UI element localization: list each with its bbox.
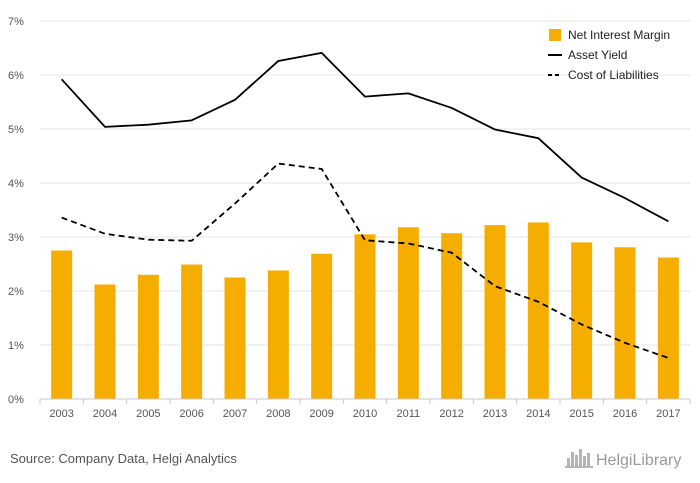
bar <box>94 284 116 399</box>
y-tick-label: 3% <box>8 232 24 244</box>
bar <box>311 253 333 399</box>
legend-label: Asset Yield <box>568 48 627 62</box>
x-tick-label: 2017 <box>656 408 680 420</box>
line-series <box>61 51 669 359</box>
brand-name: HelgiLibrary <box>596 452 681 469</box>
y-tick-label: 5% <box>8 124 24 136</box>
x-tick-label: 2014 <box>526 408 550 420</box>
legend-swatch-bar <box>549 29 561 41</box>
bar <box>137 274 159 399</box>
x-tick-label: 2008 <box>266 408 290 420</box>
bar <box>224 277 246 399</box>
bar <box>181 264 203 399</box>
x-tick-label: 2007 <box>223 408 247 420</box>
source-note: Source: Company Data, Helgi Analytics <box>10 451 237 466</box>
bar <box>354 234 376 399</box>
bar <box>527 222 549 399</box>
bar <box>614 247 636 399</box>
helgi-library-logo: HelgiLibrary <box>565 449 681 469</box>
bar <box>484 225 506 399</box>
bar <box>441 233 463 399</box>
cost-of-liabilities-line <box>61 162 669 359</box>
legend: Net Interest Margin Asset Yield Cost of Li… <box>548 28 670 82</box>
x-tick-label: 2003 <box>49 408 73 420</box>
x-tick-label: 2011 <box>397 408 421 420</box>
y-tick-label: 6% <box>8 70 24 82</box>
y-tick-label: 4% <box>8 178 24 190</box>
bar <box>397 227 419 399</box>
bar <box>571 242 593 399</box>
legend-label: Cost of Liabilities <box>568 68 659 82</box>
x-tick-label: 2005 <box>136 408 160 420</box>
legend-label: Net Interest Margin <box>568 28 670 42</box>
bar <box>51 250 73 399</box>
y-tick-label: 0% <box>8 394 24 406</box>
y-tick-label: 2% <box>8 286 24 298</box>
x-tick-label: 2006 <box>179 408 203 420</box>
x-tick-label: 2004 <box>93 408 117 420</box>
x-tick-label: 2015 <box>569 408 593 420</box>
y-tick-label: 1% <box>8 340 24 352</box>
x-tick-label: 2013 <box>483 408 507 420</box>
x-tick-label: 2009 <box>309 408 333 420</box>
city-skyline-icon <box>565 449 593 468</box>
bar <box>657 257 679 399</box>
x-tick-label: 2012 <box>439 408 463 420</box>
y-tick-label: 7% <box>8 16 24 28</box>
asset-yield-line <box>61 51 669 223</box>
x-tick-label: 2016 <box>613 408 637 420</box>
axes: 0% 1% 2% 3% 4% 5% 6% 7% 2003 2004 2005 2006 2007 2008… <box>8 16 691 420</box>
bar <box>267 270 289 399</box>
x-tick-label: 2010 <box>353 408 377 420</box>
bar-series <box>51 222 679 399</box>
